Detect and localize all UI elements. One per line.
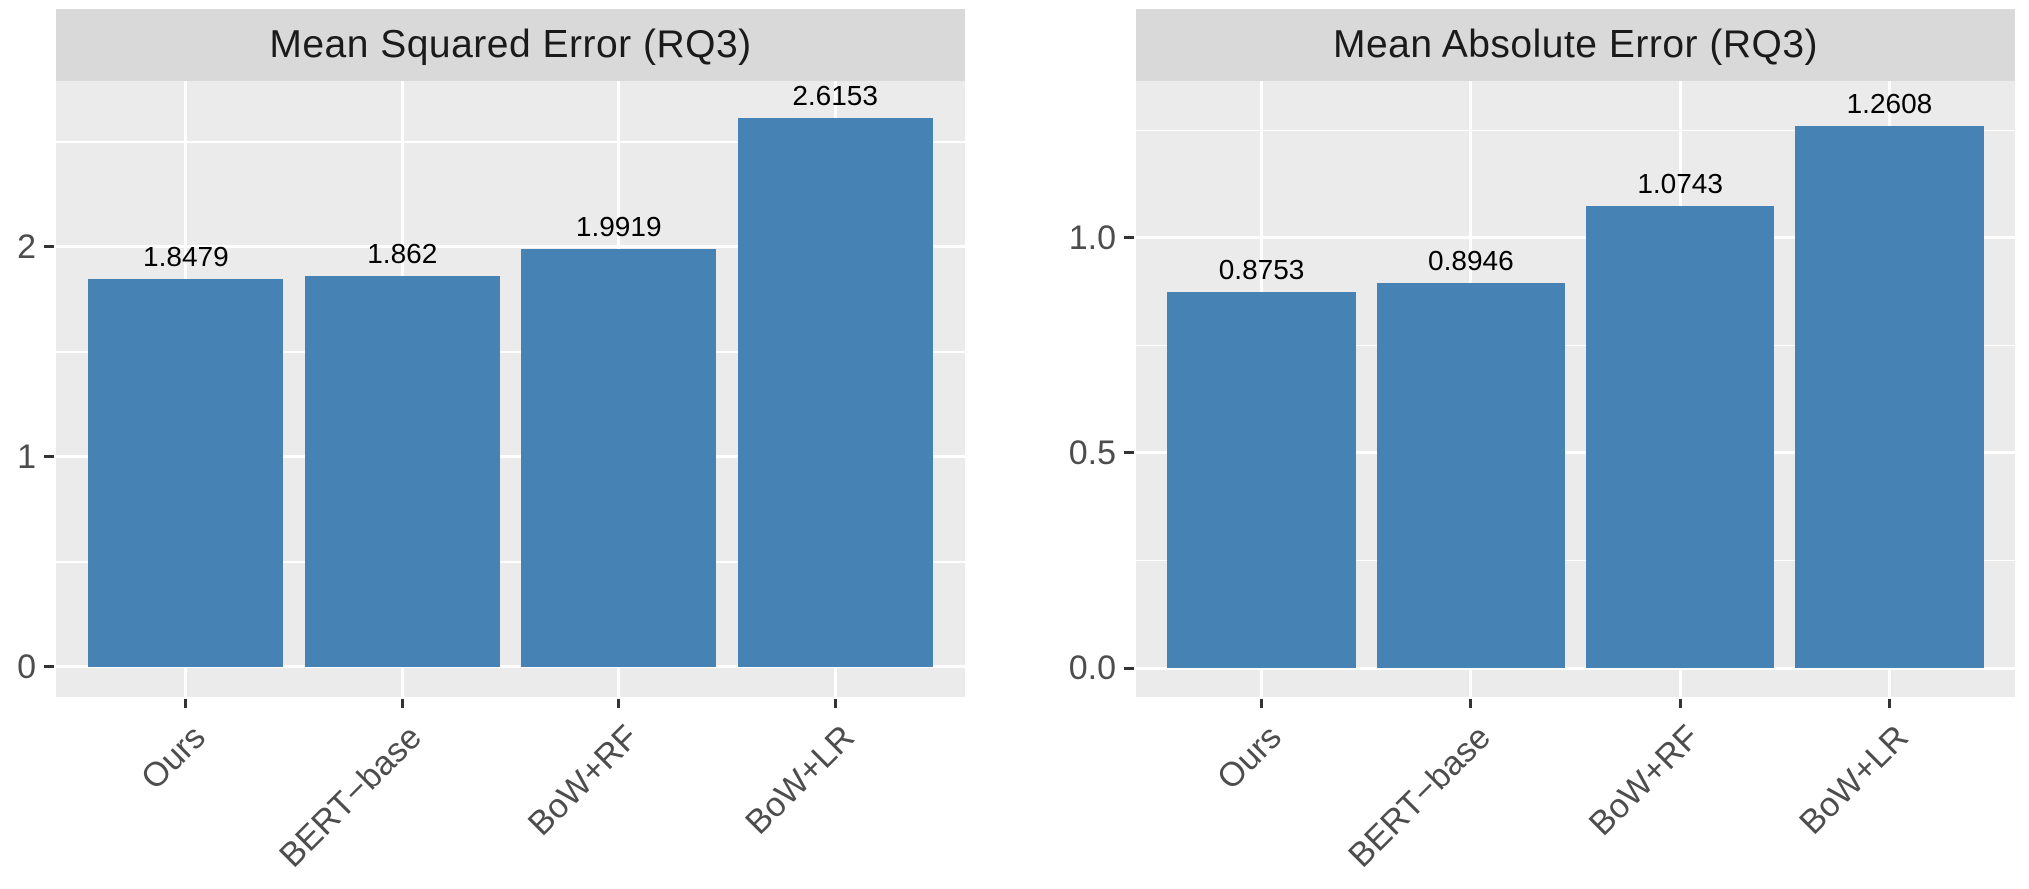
x-tick-label: BoW+LR: [738, 718, 863, 842]
y-tick-mark: [44, 455, 54, 459]
bar-value-label: 0.8946: [1428, 245, 1514, 277]
bar-value-label: 1.862: [367, 237, 438, 269]
bar: [521, 248, 717, 667]
plot-panel: 0.8753 0.8946 1.0743 1.2608: [1136, 81, 2015, 697]
bar: [88, 278, 284, 667]
bar: [1376, 283, 1566, 668]
x-tick-label: Ours: [1209, 718, 1289, 797]
y-gridline-major: [1136, 666, 2015, 670]
x-tick-mark: [184, 699, 188, 708]
bar: [304, 275, 500, 667]
bar: [737, 117, 933, 667]
bar-value-label: 1.8479: [143, 240, 229, 272]
bar-value-label: 1.0743: [1637, 168, 1723, 199]
y-tick-mark: [44, 665, 54, 669]
chart-title: Mean Absolute Error (RQ3): [1332, 23, 1818, 66]
x-tick-mark: [1887, 699, 1891, 708]
x-tick-label: Ours: [133, 718, 213, 797]
y-gridline-major: [56, 665, 965, 669]
bar: [1795, 125, 1984, 668]
y-gridline-minor: [56, 351, 965, 353]
x-tick-label: BoW+RF: [1581, 718, 1708, 844]
plot-panel: 1.8479 1.862 1.9919 2.6153: [56, 79, 965, 697]
mae-chart: Mean Absolute Error (RQ3) 0.8753 0.8946 1.…: [1014, 0, 2029, 889]
x-tick-mark: [1469, 699, 1473, 708]
bar-value-label: 0.8753: [1218, 253, 1305, 285]
y-gridline-minor: [1136, 344, 2015, 347]
x-tick-mark: [1260, 699, 1264, 708]
x-tick-mark: [617, 699, 621, 708]
x-tick-label: BERT−base: [272, 718, 430, 875]
y-tick-mark: [1124, 666, 1134, 670]
bar-value-label: 2.6153: [792, 79, 878, 111]
y-gridline-major: [1136, 236, 2015, 240]
y-tick-label: 0: [17, 647, 36, 686]
y-tick-mark: [1124, 451, 1134, 455]
y-tick-mark: [44, 245, 54, 249]
y-tick-label: 1.0: [1068, 218, 1116, 257]
x-tick-mark: [1678, 699, 1682, 708]
mse-chart: Mean Squared Error (RQ3) 1.8479 1.862 1.99…: [0, 0, 1014, 889]
y-gridline-major: [56, 245, 965, 249]
x-tick-mark: [400, 699, 404, 708]
y-gridline-minor: [1136, 129, 2015, 132]
x-tick-label: BoW+RF: [520, 718, 646, 844]
mae-title-strip: Mean Absolute Error (RQ3): [1136, 9, 2015, 81]
y-tick-label: 0.5: [1068, 433, 1116, 472]
y-tick-label: 1: [17, 437, 36, 476]
chart-title: Mean Squared Error (RQ3): [269, 23, 752, 66]
bar-value-label: 1.2608: [1846, 87, 1933, 119]
bar: [1167, 291, 1356, 668]
y-tick-mark: [1124, 236, 1134, 240]
y-gridline-major: [1136, 451, 2015, 455]
x-tick-label: BoW+LR: [1792, 718, 1917, 842]
y-gridline-minor: [56, 561, 965, 563]
bar-value-label: 1.9919: [575, 210, 662, 242]
y-gridline-minor: [56, 141, 965, 143]
x-tick-label: BERT−base: [1340, 718, 1498, 875]
y-tick-label: 0.0: [1068, 649, 1116, 687]
y-gridline-major: [56, 455, 965, 459]
y-tick-label: 2: [17, 227, 36, 266]
bar: [1585, 206, 1775, 668]
y-gridline-minor: [1136, 559, 2015, 562]
x-tick-mark: [833, 699, 837, 708]
mse-title-strip: Mean Squared Error (RQ3): [56, 9, 965, 81]
